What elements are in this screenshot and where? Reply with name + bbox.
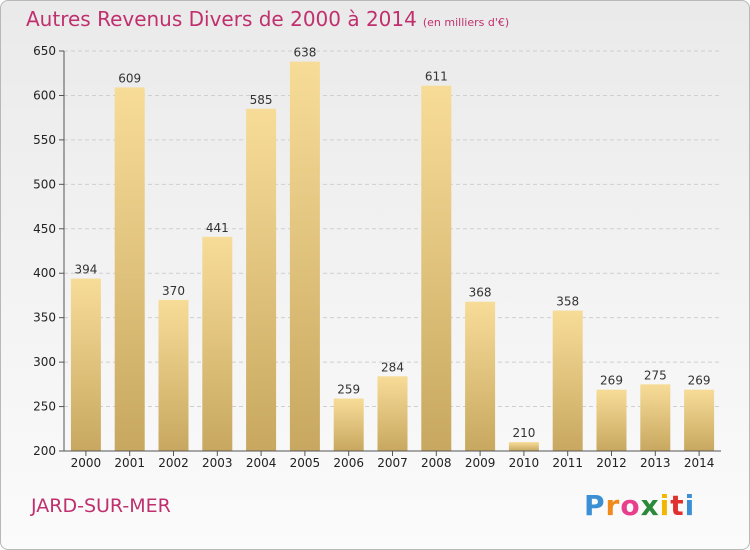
bar — [421, 85, 452, 452]
bar — [465, 301, 496, 451]
y-tick-label: 200 — [33, 444, 56, 458]
y-tick-label: 600 — [33, 88, 56, 102]
bar-value-label: 585 — [250, 93, 273, 107]
bar-value-label: 441 — [206, 221, 229, 235]
axes: 200 250 300 350 400 450 500 550 600 650 2000 2001 20… — [33, 44, 721, 470]
bar — [114, 87, 145, 451]
y-tick-label: 300 — [33, 355, 56, 369]
x-tick-label: 2007 — [377, 456, 408, 470]
bar — [246, 108, 277, 452]
x-tick-label: 2012 — [596, 456, 627, 470]
bar — [202, 236, 233, 451]
x-tick-label: 2009 — [465, 456, 496, 470]
x-tick-label: 2003 — [202, 456, 233, 470]
x-tick-label: 2000 — [71, 456, 102, 470]
proxiti-logo: Proxiti — [584, 489, 695, 522]
x-tick-label: 2001 — [114, 456, 145, 470]
y-tick-label: 550 — [33, 133, 56, 147]
bar-value-label: 269 — [600, 374, 623, 388]
y-tick-label: 350 — [33, 311, 56, 325]
town-name: JARD-SUR-MER — [31, 495, 171, 517]
bar — [640, 384, 671, 451]
bar-value-label: 210 — [512, 426, 535, 440]
bar-value-label: 259 — [337, 383, 360, 397]
bar-value-label: 269 — [688, 374, 711, 388]
bar — [552, 310, 583, 451]
bar-value-label: 284 — [381, 360, 404, 374]
bars: 394 609 370 441 585 638 259 284 611 368 210 358 269 2… — [70, 46, 715, 452]
logo-letter: o — [620, 489, 641, 522]
logo-letter: x — [640, 489, 660, 522]
bar — [70, 278, 101, 451]
x-tick-label: 2006 — [333, 456, 364, 470]
x-tick-label: 2004 — [246, 456, 277, 470]
logo-letter: i — [659, 489, 671, 522]
title-text: Autres Revenus Divers de 2000 à 2014 — [26, 7, 417, 31]
bar-value-label: 368 — [469, 286, 492, 300]
bar — [158, 299, 189, 451]
y-tick-label: 500 — [33, 177, 56, 191]
bar — [684, 389, 715, 451]
bar — [333, 398, 364, 451]
bar-value-label: 275 — [644, 368, 667, 382]
y-tick-label: 450 — [33, 222, 56, 236]
bar — [596, 389, 627, 451]
bar — [377, 376, 408, 451]
bar-value-label: 394 — [74, 263, 97, 277]
logo-letter: t — [670, 489, 685, 522]
x-tick-label: 2002 — [158, 456, 189, 470]
y-tick-label: 650 — [33, 44, 56, 58]
y-tick-label: 400 — [33, 266, 56, 280]
bar-value-label: 609 — [118, 71, 141, 85]
title-unit: (en milliers d'€) — [422, 16, 510, 29]
logo-letter: i — [684, 489, 696, 522]
x-tick-label: 2011 — [552, 456, 583, 470]
x-tick-label: 2008 — [421, 456, 452, 470]
x-tick-label: 2005 — [290, 456, 321, 470]
bar-value-label: 370 — [162, 284, 185, 298]
x-tick-label: 2014 — [684, 456, 715, 470]
bar-value-label: 638 — [293, 46, 316, 60]
chart-title: Autres Revenus Divers de 2000 à 2014 (en … — [26, 7, 509, 31]
bar — [289, 61, 320, 452]
x-tick-label: 2013 — [640, 456, 671, 470]
bar-value-label: 358 — [556, 295, 579, 309]
y-tick-label: 250 — [33, 400, 56, 414]
x-tick-label: 2010 — [509, 456, 540, 470]
logo-letter: P — [584, 489, 606, 522]
bar — [508, 442, 539, 451]
logo-letter: r — [605, 489, 621, 522]
bar-value-label: 611 — [425, 70, 448, 84]
